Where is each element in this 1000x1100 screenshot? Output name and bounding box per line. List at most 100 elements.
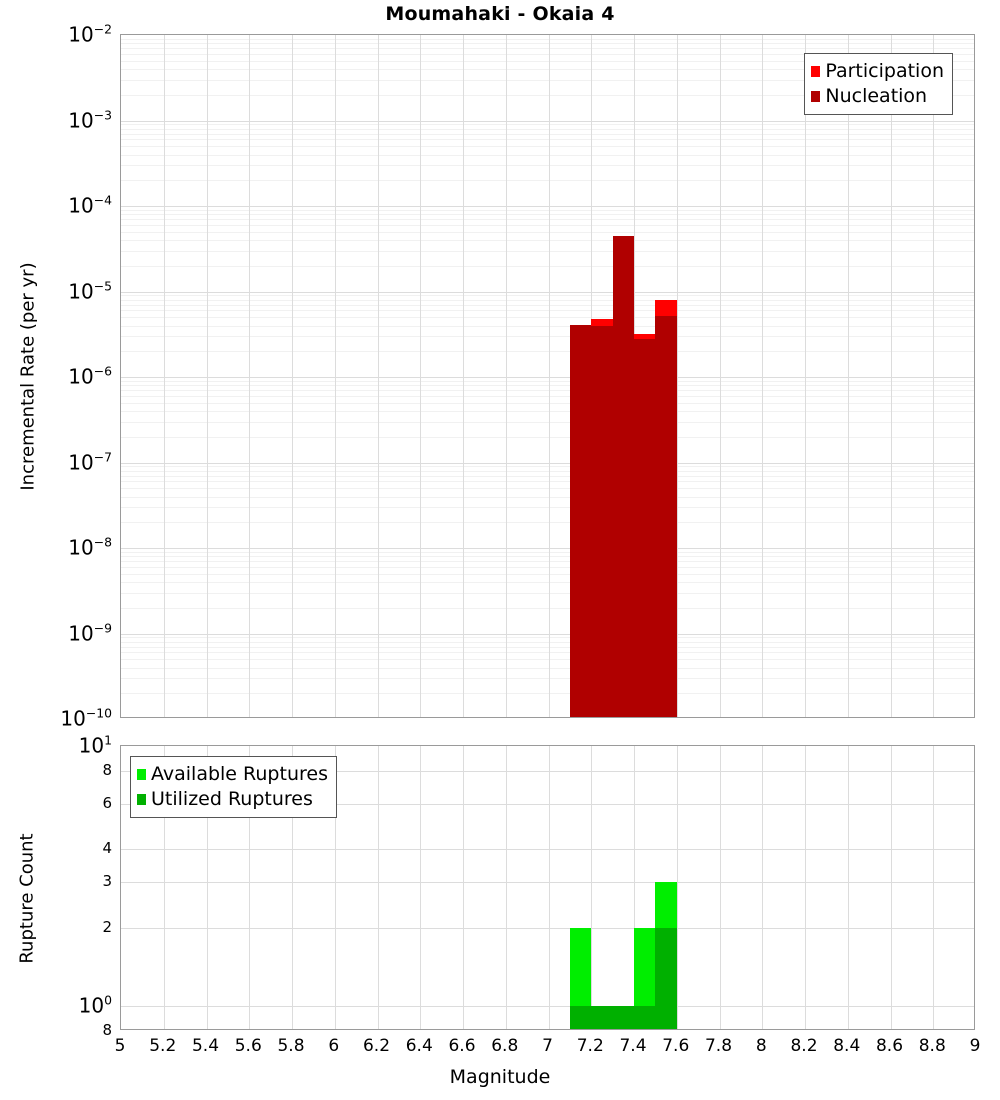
gridline-v [463,35,464,717]
gridline-h-minor [121,659,974,661]
gridline-v [334,746,336,1029]
bar-group [591,1005,613,1029]
bar-group [591,318,613,717]
gridline-v [719,746,721,1029]
gridline-h-minor [121,566,974,568]
gridline-h-minor [121,592,974,594]
gridline-h-minor [121,317,974,319]
bar-nucleation [655,315,677,717]
x-tick: 7.4 [619,1036,647,1056]
incremental-rate-plot: Participation Nucleation [120,34,975,718]
upper-legend-item: Participation [811,59,944,84]
gridline-h-minor [121,488,974,490]
gridline-v [463,746,464,1029]
x-tick: 7.6 [662,1036,690,1056]
lower-y-tick-minor: 2 [102,917,112,936]
bar-group [612,236,634,717]
x-tick: 6.4 [405,1036,433,1056]
gridline-v [249,746,251,1029]
gridline-h-minor [121,678,974,680]
bar-available-ruptures [569,927,592,1029]
gridline-h-minor [121,336,974,338]
gridline-v [762,35,764,717]
gridline-v [805,746,806,1029]
gridline-h-minor [121,214,974,216]
gridline-h [121,771,974,773]
gridline-h-minor [121,561,974,563]
x-tick: 8 [755,1036,767,1056]
x-tick: 5 [114,1036,126,1056]
upper-legend-item: Nucleation [811,84,944,109]
bar-utilized-ruptures [655,927,677,1029]
gridline-v [377,35,379,717]
bar-group [612,1005,634,1029]
gridline-h-minor [121,79,974,81]
gridline-h-minor [121,60,974,62]
gridline-h-minor [121,466,974,468]
gridline-h-minor [121,43,974,45]
upper-y-tick: 10−9 [68,620,112,645]
lower-legend-label: Utilized Ruptures [151,788,313,810]
lower-legend: Available Ruptures Utilized Ruptures [130,756,337,818]
lower-legend-label: Available Ruptures [151,763,328,785]
gridline-h-minor [121,94,974,96]
gridline-h-minor [121,652,974,654]
rupture-count-plot: Available Ruptures Utilized Ruptures [120,745,975,1030]
page-title: Moumahaki - Okaia 4 [385,3,615,25]
gridline-h [121,377,974,378]
gridline-v [292,746,293,1029]
gridline-v [933,35,935,717]
gridline-h-minor [121,582,974,584]
bar-nucleation [612,236,634,717]
upper-y-tick: 10−5 [68,278,112,303]
upper-y-tick: 10−2 [68,21,112,47]
gridline-v [505,35,507,717]
lower-y-tick-minor: 3 [102,871,112,890]
upper-legend-label: Nucleation [825,85,928,107]
bar-available-ruptures [634,927,656,1029]
gridline-h-minor [121,351,974,353]
gridline-h-minor [121,209,974,211]
bar-group [655,881,677,1029]
gridline-h [121,849,974,851]
gridline-h-minor [121,436,974,438]
gridline-h-minor [121,124,974,126]
gridline-h-minor [121,641,974,643]
lower-y-tick-minor: 8 [102,761,112,780]
gridline-h [121,927,974,929]
upper-y-tick: 10−6 [68,363,112,389]
bar-group [655,299,677,717]
gridline-v [206,35,208,717]
lower-legend-item: Available Ruptures [137,762,328,787]
upper-plot-area [120,34,975,718]
gridline-h [121,633,974,635]
gridline-h-minor [121,390,974,392]
bar-nucleation [569,324,592,717]
gridline-v [505,746,507,1029]
gridline-h-minor [121,231,974,233]
gridline-h-minor [121,180,974,182]
x-axis-label: Magnitude [449,1066,551,1088]
upper-y-tick: 10−10 [60,705,112,731]
bar-group [569,324,592,717]
gridline-h-minor [121,607,974,609]
gridline-v [634,746,635,1029]
gridline-h-minor [121,240,974,242]
x-tick: 8.8 [918,1036,946,1056]
gridline-v [548,746,550,1029]
bar-nucleation [591,326,613,717]
gridline-h-minor [121,128,974,130]
lower-y-tick-minor: 8 [102,1021,112,1039]
gridline-h [121,881,974,883]
upper-y-tick: 10−8 [68,534,112,560]
lower-y-tick: 100 [78,992,112,1018]
gridline-v [377,746,379,1029]
x-tick: 6.6 [448,1036,476,1056]
gridline-v [719,35,721,717]
upper-legend-swatch [811,91,821,102]
gridline-v [847,35,849,717]
gridline-h [121,120,974,122]
gridline-h-minor [121,475,974,477]
gridline-v [890,746,892,1029]
